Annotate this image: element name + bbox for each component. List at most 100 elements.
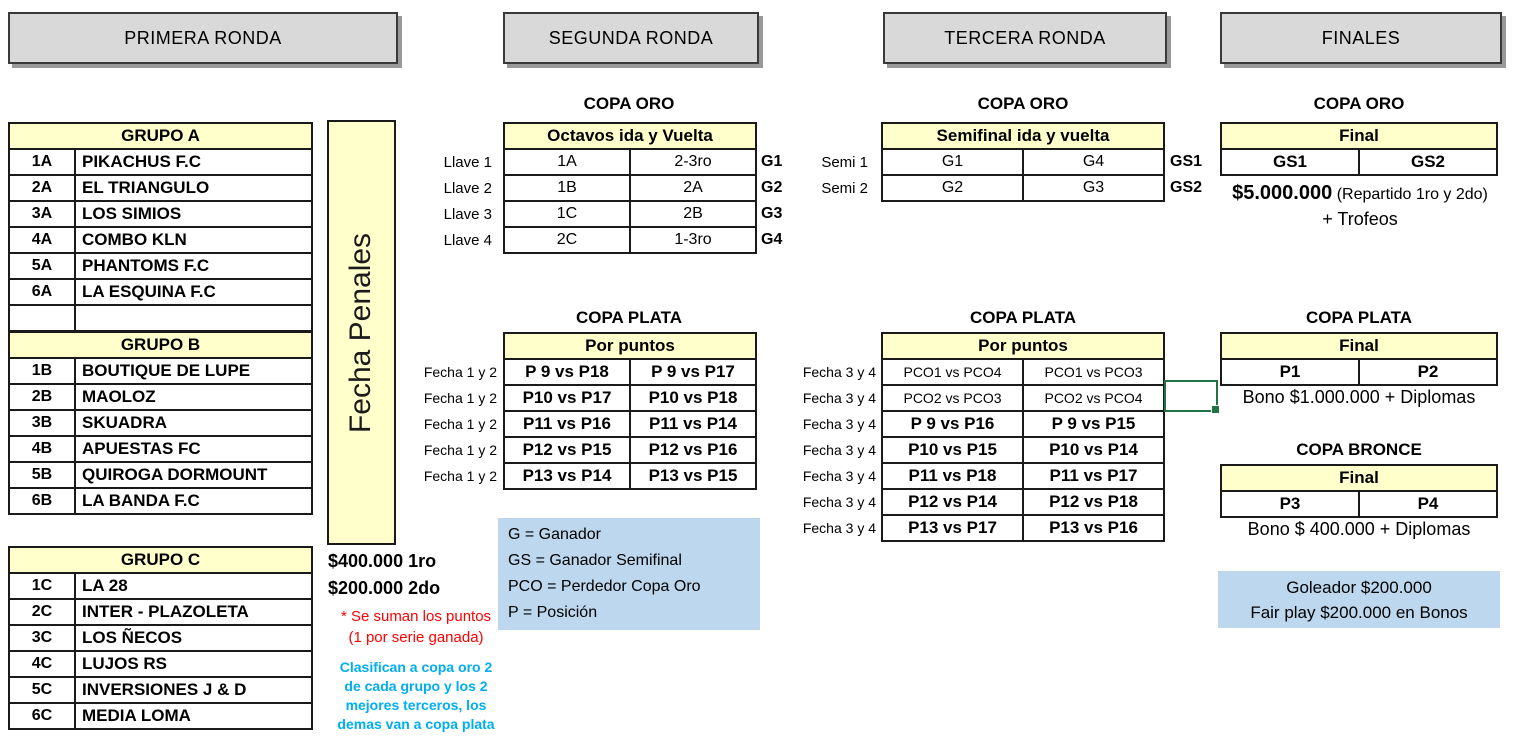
team-id-cell[interactable]: 4B [10, 437, 76, 461]
team-id-cell[interactable]: 1A [10, 150, 76, 174]
match-cell[interactable]: P10 vs P15 [908, 440, 997, 459]
match-cell[interactable]: P 9 vs P15 [1022, 412, 1163, 436]
match-cell[interactable]: P13 vs P17 [908, 518, 997, 537]
team-id-cell[interactable]: 2A [10, 176, 76, 200]
final-plata-header[interactable]: Final [1222, 334, 1496, 358]
match-away-cell[interactable]: 2A [629, 176, 755, 200]
match-cell[interactable]: P13 vs P16 [1022, 516, 1163, 540]
match-cell[interactable]: P 9 vs P16 [910, 414, 995, 433]
ganador-semifinal-label: GS2 [1170, 179, 1203, 196]
match-cell[interactable]: PCO2 vs PCO3 [903, 390, 1002, 406]
plata-tercera-header[interactable]: Por puntos [883, 334, 1163, 358]
table-row: 3A LOS SIMIOS [10, 200, 311, 226]
match-cell[interactable]: P10 vs P18 [629, 386, 755, 410]
match-cell[interactable]: PCO2 vs PCO4 [1022, 386, 1163, 410]
match-cell[interactable]: PCO1 vs PCO4 [903, 364, 1002, 380]
team-id-cell[interactable]: 1C [10, 574, 76, 598]
team-name-cell[interactable]: PHANTOMS F.C [82, 256, 210, 275]
team-id-cell[interactable]: 2C [10, 600, 76, 624]
team-id-cell[interactable] [10, 306, 76, 330]
match-cell[interactable]: P11 vs P18 [908, 466, 997, 485]
match-away-cell[interactable]: 2B [629, 202, 755, 226]
match-cell[interactable]: P 9 vs P17 [629, 360, 755, 384]
team-name-cell[interactable]: LA 28 [82, 576, 128, 595]
qualification-note-line: demas van a copa plata [337, 716, 495, 732]
match-home-cell[interactable]: G1 [941, 153, 964, 170]
match-cell[interactable]: P 9 vs P18 [525, 362, 609, 381]
match-home-cell[interactable]: 2C [556, 231, 578, 248]
finalist-cell[interactable]: P1 [1279, 362, 1301, 381]
team-name-cell[interactable]: LUJOS RS [82, 654, 168, 673]
match-cell[interactable]: P12 vs P14 [908, 492, 997, 511]
semifinal-header[interactable]: Semifinal ida y vuelta [883, 124, 1163, 148]
match-home-cell[interactable]: G2 [941, 179, 964, 196]
active-cell-selection[interactable] [1164, 380, 1220, 414]
final-bronce-header[interactable]: Final [1222, 466, 1496, 490]
team-id-cell[interactable]: 6A [10, 280, 76, 304]
team-id-cell[interactable]: 2B [10, 385, 76, 409]
grupo-a-title[interactable]: GRUPO A [10, 124, 311, 148]
team-name-cell[interactable]: INTER - PLAZOLETA [82, 602, 249, 621]
team-name-cell[interactable]: INVERSIONES J & D [82, 680, 247, 699]
team-name-cell[interactable]: EL TRIANGULO [82, 178, 210, 197]
grupo-b-title[interactable]: GRUPO B [10, 333, 311, 357]
match-cell[interactable]: P13 vs P14 [522, 466, 612, 485]
match-home-cell[interactable]: 1C [556, 205, 578, 222]
team-id-cell[interactable]: 6B [10, 489, 76, 513]
finalist-cell[interactable]: GS2 [1358, 150, 1496, 174]
grupo-c-title[interactable]: GRUPO C [10, 548, 311, 572]
match-away-cell[interactable]: 2-3ro [629, 150, 755, 174]
team-id-cell[interactable]: 5C [10, 678, 76, 702]
team-name-cell[interactable]: COMBO KLN [82, 230, 187, 249]
team-id-cell[interactable]: 4C [10, 652, 76, 676]
match-row: P12 vs P14 P12 vs P18 [883, 488, 1163, 514]
team-id-cell[interactable]: 3A [10, 202, 76, 226]
ganador-label: G1 [761, 153, 783, 170]
match-cell[interactable]: P11 vs P16 [523, 414, 611, 433]
match-home-cell[interactable]: 1A [557, 153, 577, 170]
match-away-cell[interactable]: G3 [1022, 176, 1163, 200]
match-row: P11 vs P16 P11 vs P14 [505, 410, 755, 436]
octavos-header[interactable]: Octavos ida y Vuelta [505, 124, 755, 148]
team-name-cell[interactable]: LOS ÑECOS [82, 628, 183, 647]
match-cell[interactable]: P12 vs P15 [522, 440, 612, 459]
team-name-cell[interactable]: APUESTAS FC [82, 439, 201, 458]
team-name-cell[interactable] [76, 306, 311, 330]
match-cell[interactable]: PCO1 vs PCO3 [1022, 360, 1163, 384]
team-name-cell[interactable]: BOUTIQUE DE LUPE [82, 361, 251, 380]
match-cell[interactable]: P12 vs P16 [629, 438, 755, 462]
team-id-cell[interactable]: 6C [10, 704, 76, 728]
match-cell[interactable]: P10 vs P14 [1022, 438, 1163, 462]
team-id-cell[interactable]: 3B [10, 411, 76, 435]
team-name-cell[interactable]: SKUADRA [82, 413, 167, 432]
team-name-cell[interactable]: MAOLOZ [82, 387, 156, 406]
team-name-cell[interactable]: QUIROGA DORMOUNT [82, 465, 268, 484]
team-id-cell[interactable]: 5A [10, 254, 76, 278]
match-cell[interactable]: P13 vs P15 [629, 464, 755, 488]
finalist-cell[interactable]: P4 [1358, 492, 1496, 516]
match-away-cell[interactable]: G4 [1022, 150, 1163, 174]
match-away-cell[interactable]: 1-3ro [629, 228, 755, 252]
table-row-empty [10, 304, 311, 330]
team-id-cell[interactable]: 5B [10, 463, 76, 487]
match-cell[interactable]: P11 vs P17 [1022, 464, 1163, 488]
fill-handle[interactable] [1211, 405, 1220, 414]
match-cell[interactable]: P10 vs P17 [522, 388, 612, 407]
team-name-cell[interactable]: LA BANDA F.C [82, 491, 200, 510]
team-id-cell[interactable]: 4A [10, 228, 76, 252]
team-id-cell[interactable]: 1B [10, 359, 76, 383]
team-name-cell[interactable]: MEDIA LOMA [82, 706, 191, 725]
finalist-cell[interactable]: GS1 [1272, 152, 1308, 171]
team-name-cell[interactable]: LA ESQUINA F.C [82, 282, 216, 301]
finalist-cell[interactable]: P2 [1358, 360, 1496, 384]
team-name-cell[interactable]: LOS SIMIOS [82, 204, 182, 223]
finalist-cell[interactable]: P3 [1279, 494, 1301, 513]
final-oro-header[interactable]: Final [1222, 124, 1496, 148]
match-home-cell[interactable]: 1B [557, 179, 577, 196]
team-name-cell[interactable]: PIKACHUS F.C [82, 152, 202, 171]
match-row: P1 P2 [1222, 358, 1496, 384]
match-cell[interactable]: P12 vs P18 [1022, 490, 1163, 514]
team-id-cell[interactable]: 3C [10, 626, 76, 650]
plata-segunda-header[interactable]: Por puntos [505, 334, 755, 358]
match-cell[interactable]: P11 vs P14 [629, 412, 755, 436]
